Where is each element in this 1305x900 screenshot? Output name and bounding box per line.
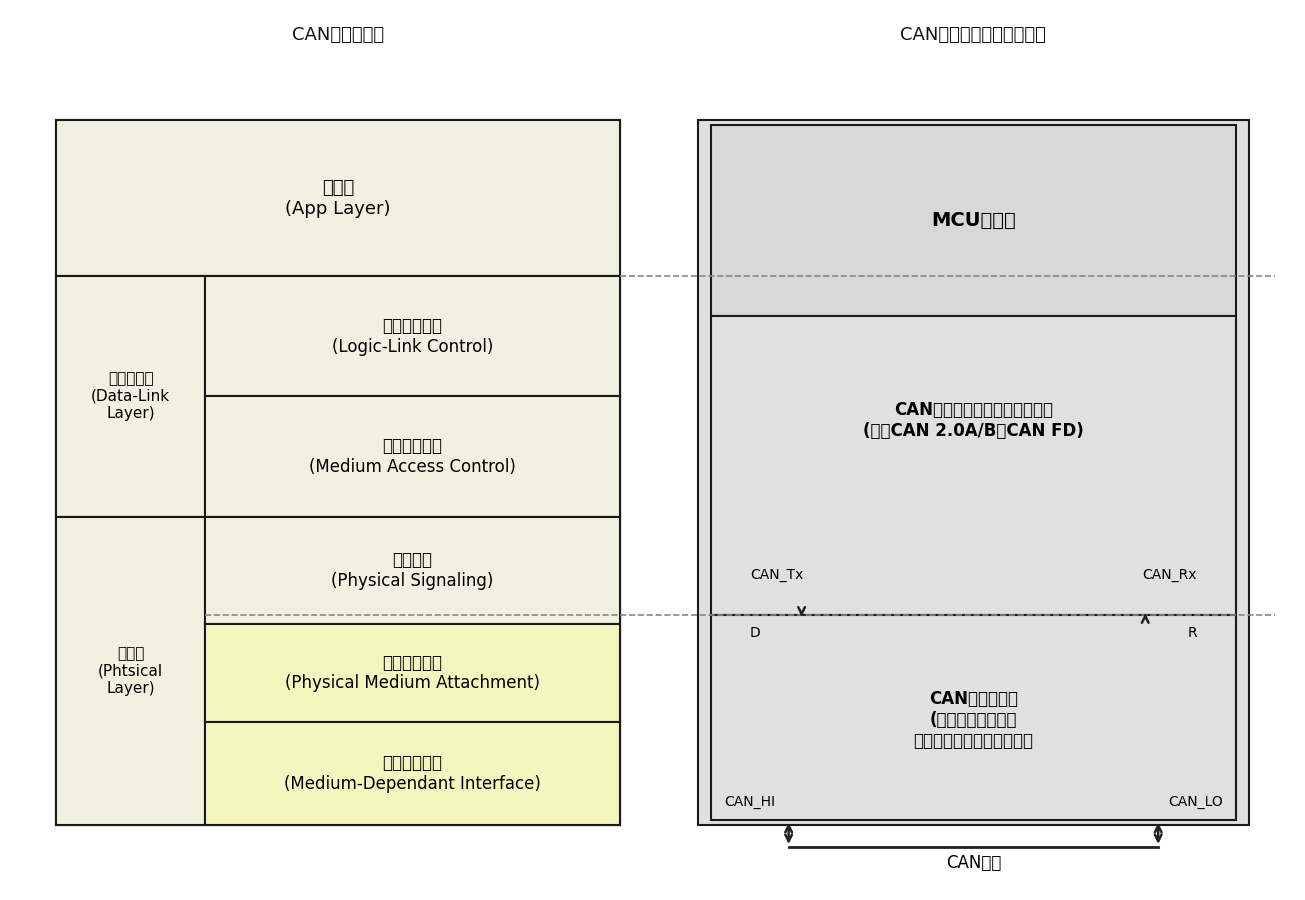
Bar [56, 120, 620, 276]
Text: 逻辑链路控制
(Logic-Link Control): 逻辑链路控制 (Logic-Link Control) [331, 317, 493, 356]
Text: 介质相关接口
(Medium-Dependant Interface): 介质相关接口 (Medium-Dependant Interface) [284, 754, 542, 793]
Bar [711, 615, 1236, 820]
Text: 物理信道
(Physical Signaling): 物理信道 (Physical Signaling) [331, 551, 493, 590]
Text: 应用层
(App Layer): 应用层 (App Layer) [286, 179, 390, 218]
Text: D: D [750, 626, 761, 640]
Bar [711, 316, 1236, 615]
Text: CAN总线: CAN总线 [946, 854, 1001, 872]
Bar [56, 120, 620, 824]
Text: CAN_HI: CAN_HI [724, 796, 775, 809]
Text: CAN_Rx: CAN_Rx [1143, 568, 1197, 581]
Bar [205, 722, 620, 824]
Text: CAN_LO: CAN_LO [1168, 796, 1223, 809]
Bar [205, 517, 620, 624]
Bar [711, 124, 1236, 316]
Text: 物理层
(Phtsical
Layer): 物理层 (Phtsical Layer) [98, 646, 163, 696]
Bar [205, 397, 620, 517]
Text: CAN协议控制器：独立硬件单元
(兼容CAN 2.0A/B或CAN FD): CAN协议控制器：独立硬件单元 (兼容CAN 2.0A/B或CAN FD) [863, 401, 1083, 440]
Bar [56, 517, 620, 824]
Text: 物理介质连接
(Physical Medium Attachment): 物理介质连接 (Physical Medium Attachment) [284, 653, 540, 692]
Bar [205, 276, 620, 397]
Text: CAN_Tx: CAN_Tx [750, 568, 803, 581]
Text: R: R [1188, 626, 1197, 640]
Bar [205, 624, 620, 722]
Text: CAN总线协议栈: CAN总线协议栈 [292, 26, 384, 44]
Bar [56, 276, 205, 517]
Bar [56, 276, 620, 517]
Bar [56, 517, 205, 824]
Text: 数据链路层
(Data-Link
Layer): 数据链路层 (Data-Link Layer) [91, 372, 170, 421]
Text: CAN总线收发器
(待机和唤醒控制，
禁止发送和信号斜率控制）: CAN总线收发器 (待机和唤醒控制， 禁止发送和信号斜率控制） [913, 690, 1034, 750]
Text: 介质访问控制
(Medium Access Control): 介质访问控制 (Medium Access Control) [309, 437, 515, 476]
Text: CAN网络节点的软硬件组成: CAN网络节点的软硬件组成 [900, 26, 1047, 44]
Bar [698, 120, 1249, 824]
Text: MCU和软件: MCU和软件 [930, 211, 1015, 230]
